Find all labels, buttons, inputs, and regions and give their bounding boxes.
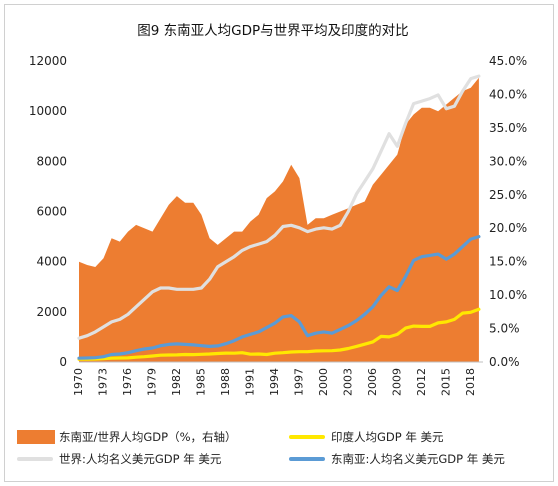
legend-swatch-sea-share <box>17 430 55 444</box>
x-tick-label: 1991 <box>243 368 256 396</box>
legend: 东南亚/世界人均GDP（%，右轴） 印度人均GDP 年 美元 世界:人均名义美元… <box>5 425 553 481</box>
y-right-tick-label: 10.0% <box>489 288 527 302</box>
y-left-tick-label: 2000 <box>36 305 67 319</box>
chart-title: 图9 东南亚人均GDP与世界平均及印度的对比 <box>137 23 408 39</box>
y-right-tick-label: 15.0% <box>489 255 527 269</box>
legend-swatch-world <box>17 457 53 461</box>
legend-swatch-sea-gdp <box>289 457 325 461</box>
line-series-world <box>77 74 481 340</box>
x-tick-label: 1994 <box>268 368 281 396</box>
y-left-tick-label: 4000 <box>36 255 67 269</box>
legend-label-india: 印度人均GDP 年 美元 <box>331 430 444 444</box>
legend-item-world: 世界:人均名义美元GDP 年 美元 <box>17 451 221 467</box>
y-right-tick-label: 20.0% <box>489 221 527 235</box>
area-series-sea-share <box>79 77 479 362</box>
y-right-tick-label: 25.0% <box>489 188 527 202</box>
y-right-tick-label: 35.0% <box>489 121 527 135</box>
y-left-tick-label: 0 <box>59 355 67 369</box>
x-tick-label: 1997 <box>292 368 305 396</box>
x-tick-label: 2018 <box>464 368 477 396</box>
legend-item-sea-share: 东南亚/世界人均GDP（%，右轴） <box>17 429 237 445</box>
y-right-tick-label: 0.0% <box>489 355 520 369</box>
x-tick-label: 2006 <box>366 368 379 396</box>
y-right-tick-label: 5.0% <box>489 322 520 336</box>
chart-frame: 图9 东南亚人均GDP与世界平均及印度的对比 1970 1973 1976 1979 1… <box>4 4 554 482</box>
line-series-india <box>77 307 481 361</box>
x-tick-label: 1985 <box>194 368 207 396</box>
y-left-tick-label: 8000 <box>36 154 67 168</box>
x-tick-label: 2000 <box>317 368 330 396</box>
legend-label-sea-gdp: 东南亚:人均名义美元GDP 年 美元 <box>331 452 505 466</box>
y-right-tick-label: 45.0% <box>489 54 527 68</box>
legend-swatch-india <box>289 435 325 439</box>
x-tick-label: 1988 <box>219 368 232 396</box>
y-right-tick-label: 40.0% <box>489 87 527 101</box>
x-tick-label: 1976 <box>121 368 134 396</box>
x-tick-label: 1973 <box>96 368 109 396</box>
y-right-tick-label: 30.0% <box>489 154 527 168</box>
y-left-tick-label: 6000 <box>36 205 67 219</box>
plot-area: 1970 1973 1976 1979 1982 1985 1988 1991 1994 1997… <box>29 54 527 396</box>
legend-label-world: 世界:人均名义美元GDP 年 美元 <box>59 452 222 466</box>
x-tick-label: 1982 <box>170 368 183 396</box>
y-left-tick-label: 10000 <box>29 104 67 118</box>
x-tick-label: 1970 <box>72 368 85 396</box>
legend-item-sea-gdp: 东南亚:人均名义美元GDP 年 美元 <box>289 451 505 467</box>
x-tick-label: 2012 <box>415 368 428 396</box>
y-left-tick-label: 12000 <box>29 54 67 68</box>
x-tick-label: 1979 <box>145 368 158 396</box>
x-tick-label: 2015 <box>439 368 452 396</box>
legend-label-sea-share: 东南亚/世界人均GDP（%，右轴） <box>59 430 237 444</box>
legend-item-india: 印度人均GDP 年 美元 <box>289 429 444 445</box>
x-tick-label: 2003 <box>341 368 354 396</box>
x-tick-label: 2009 <box>390 368 403 396</box>
line-series-sea-gdp <box>77 235 481 360</box>
chart-svg: 图9 东南亚人均GDP与世界平均及印度的对比 1970 1973 1976 1979 1… <box>29 23 527 396</box>
